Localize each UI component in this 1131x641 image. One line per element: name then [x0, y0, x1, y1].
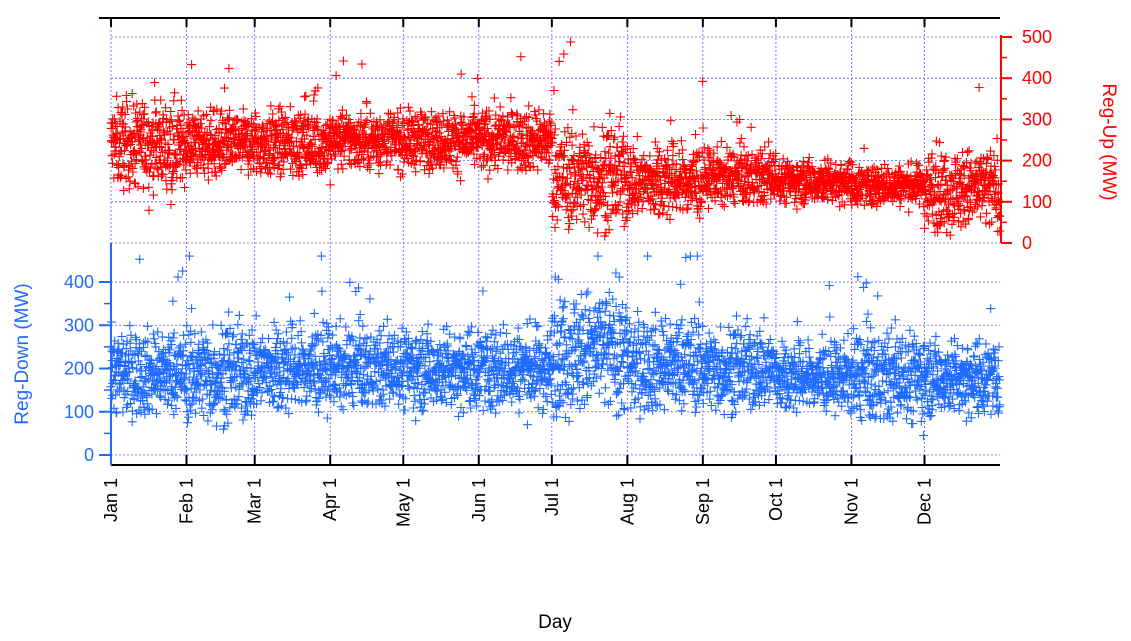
axes [99, 17, 1012, 466]
reg-up-tick-label: 200 [1022, 151, 1052, 171]
reg-up-tick-label: 300 [1022, 109, 1052, 129]
reg-up-tick-labels: 0 100 200 300 400 500 [1022, 27, 1052, 253]
x-tick-label: Jun 1 [469, 478, 489, 522]
reg-down-tick-label: 100 [64, 402, 94, 422]
x-tick-label: Dec 1 [915, 478, 935, 525]
reg-up-tick-label: 400 [1022, 68, 1052, 88]
reg-up-series [106, 37, 1005, 241]
reg-down-tick-label: 400 [64, 272, 94, 292]
reg-down-tick-label: 300 [64, 315, 94, 335]
x-tick-labels: Jan 1 Feb 1 Mar 1 Apr 1 May 1 Jun 1 Jul 1 Aug 1… [101, 478, 935, 527]
x-tick-label: Nov 1 [841, 478, 861, 525]
x-tick-label: Jul 1 [542, 478, 562, 516]
x-tick-label: Jan 1 [101, 478, 121, 522]
x-tick-label: Mar 1 [245, 478, 265, 524]
x-tick-label: Oct 1 [766, 478, 786, 521]
reg-up-axis-title: Reg-Up (MW) [1098, 83, 1119, 200]
reg-up-tick-label: 500 [1022, 27, 1052, 47]
reg-up-tick-label: 0 [1022, 233, 1032, 253]
x-tick-label: Sep 1 [693, 478, 713, 525]
reg-down-axis-title: Reg-Down (MW) [12, 283, 33, 424]
reg-up-tick-label: 100 [1022, 192, 1052, 212]
x-tick-label: Feb 1 [177, 478, 197, 524]
reg-down-tick-label: 200 [64, 359, 94, 379]
x-tick-label: Apr 1 [320, 478, 340, 521]
x-axis-title: Day [538, 612, 572, 633]
x-tick-label: May 1 [393, 478, 413, 527]
scatter-markers [106, 37, 1005, 241]
reg-down-tick-labels: 0 100 200 300 400 [64, 272, 94, 465]
reg-down-tick-label: 0 [84, 445, 94, 465]
x-tick-label: Aug 1 [617, 478, 637, 525]
